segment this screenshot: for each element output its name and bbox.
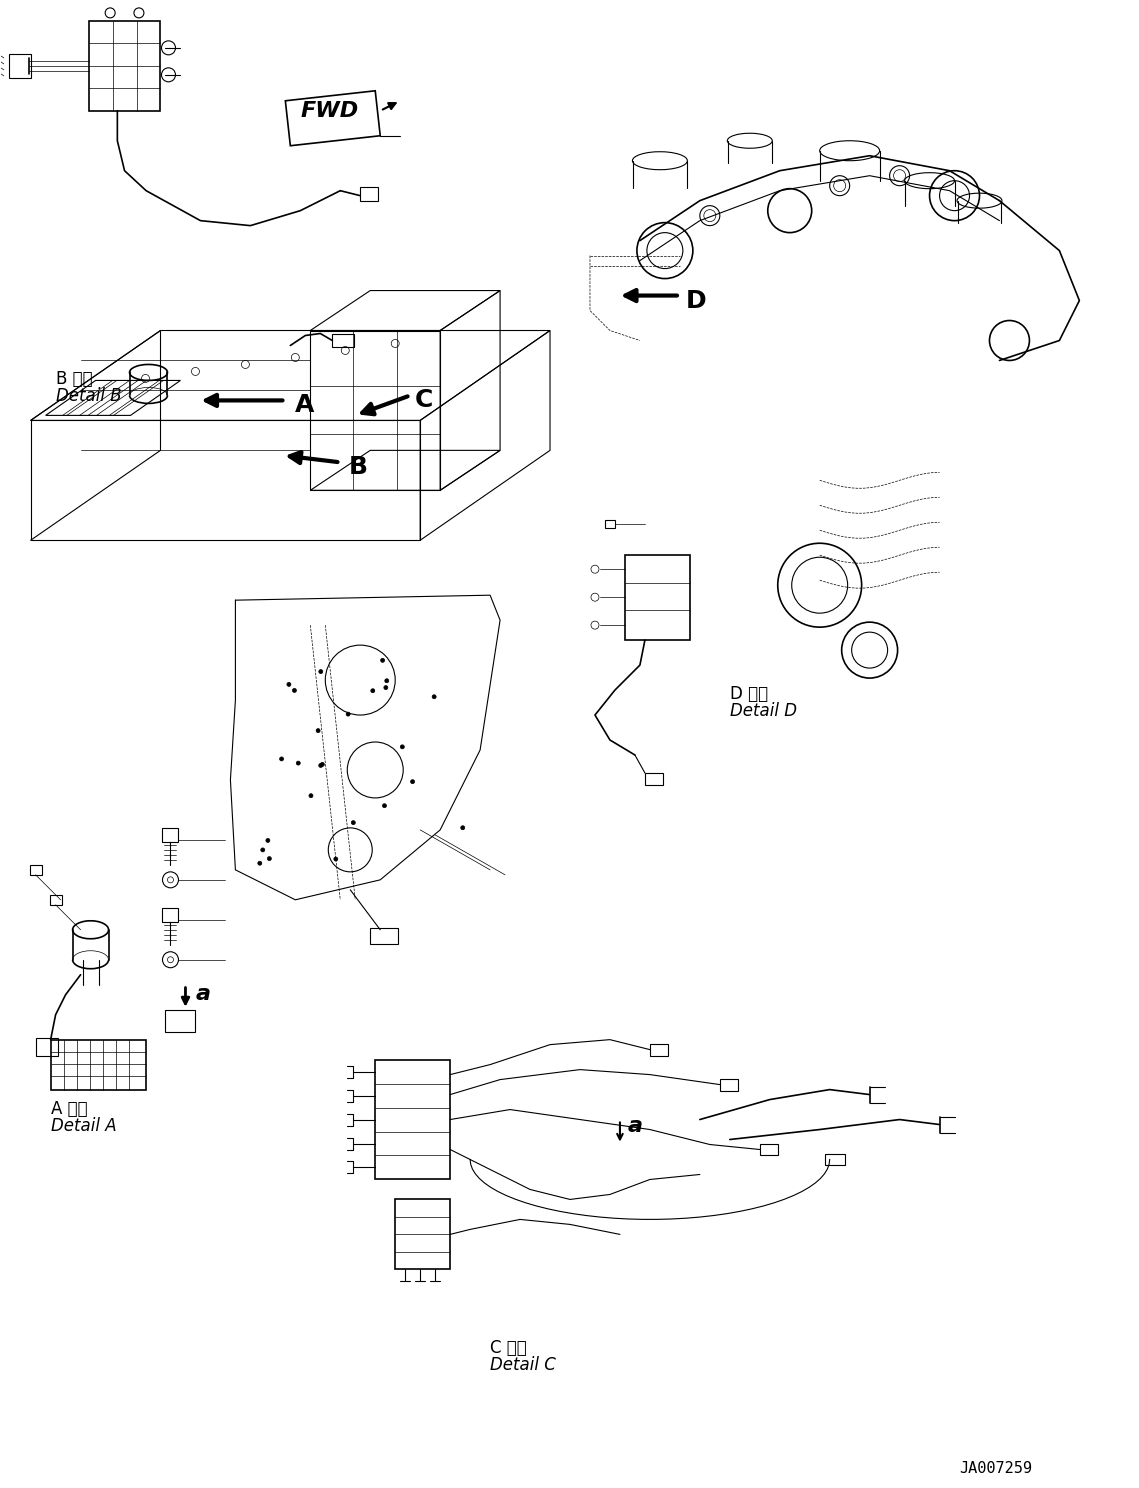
Circle shape (334, 857, 338, 862)
Text: B: B (349, 455, 367, 479)
Text: A 詳細: A 詳細 (50, 1100, 88, 1117)
Circle shape (317, 729, 320, 732)
Bar (50, 1040, 146, 1089)
Text: a: a (628, 1116, 642, 1135)
Bar (163, 827, 179, 842)
Circle shape (268, 857, 271, 860)
Circle shape (383, 804, 386, 808)
Text: Detail A: Detail A (50, 1116, 116, 1134)
Bar (9, 54, 31, 77)
Bar (163, 908, 179, 921)
Circle shape (432, 695, 436, 699)
Circle shape (279, 757, 284, 760)
Bar (50, 894, 62, 905)
Text: D 詳細: D 詳細 (730, 684, 768, 702)
Circle shape (261, 848, 264, 853)
Circle shape (410, 780, 415, 784)
Circle shape (461, 826, 465, 830)
Text: Detail D: Detail D (730, 702, 797, 720)
Circle shape (380, 658, 385, 662)
Circle shape (400, 745, 404, 748)
Circle shape (371, 689, 375, 693)
Bar (30, 865, 42, 875)
Circle shape (265, 838, 270, 842)
Text: C: C (416, 388, 434, 412)
Text: D: D (686, 289, 706, 312)
Circle shape (309, 793, 313, 798)
Circle shape (320, 762, 325, 766)
Circle shape (287, 683, 290, 686)
Bar (35, 1037, 58, 1055)
Bar (333, 333, 354, 348)
Bar (650, 1043, 667, 1055)
Bar (89, 21, 161, 110)
Circle shape (346, 713, 350, 716)
Bar (825, 1153, 845, 1165)
Bar (395, 1199, 450, 1269)
Bar (760, 1143, 778, 1156)
Text: JA007259: JA007259 (959, 1461, 1033, 1476)
Circle shape (319, 763, 322, 768)
Bar (625, 555, 690, 640)
Text: a: a (196, 984, 211, 1004)
Bar (360, 186, 378, 201)
Bar (645, 772, 663, 786)
Text: Detail B: Detail B (56, 387, 121, 405)
Circle shape (385, 679, 388, 683)
Text: A: A (295, 393, 314, 418)
Text: C 詳細: C 詳細 (490, 1339, 527, 1357)
Bar (370, 929, 399, 943)
Circle shape (293, 689, 296, 692)
Bar (165, 1010, 196, 1031)
Bar (605, 521, 615, 528)
Bar (720, 1079, 738, 1091)
Circle shape (384, 686, 388, 689)
Circle shape (257, 862, 262, 865)
Circle shape (296, 760, 301, 765)
Circle shape (351, 821, 355, 824)
Circle shape (319, 670, 322, 674)
Bar (375, 1059, 450, 1180)
Text: FWD: FWD (301, 101, 359, 121)
Text: B 詳細: B 詳細 (56, 371, 92, 388)
Text: Detail C: Detail C (490, 1356, 556, 1375)
